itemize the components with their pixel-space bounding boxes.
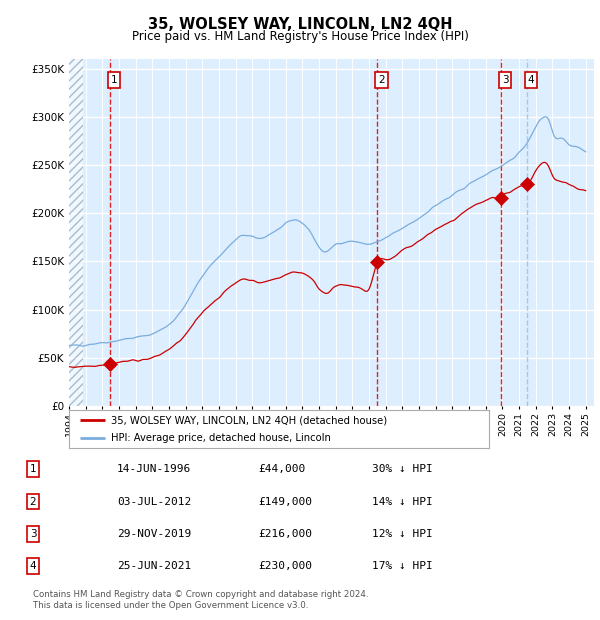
Text: 29-NOV-2019: 29-NOV-2019 [117, 529, 191, 539]
Text: HPI: Average price, detached house, Lincoln: HPI: Average price, detached house, Linc… [111, 433, 331, 443]
Text: 35, WOLSEY WAY, LINCOLN, LN2 4QH: 35, WOLSEY WAY, LINCOLN, LN2 4QH [148, 17, 452, 32]
Text: £216,000: £216,000 [258, 529, 312, 539]
Text: 25-JUN-2021: 25-JUN-2021 [117, 561, 191, 571]
Text: 35, WOLSEY WAY, LINCOLN, LN2 4QH (detached house): 35, WOLSEY WAY, LINCOLN, LN2 4QH (detach… [111, 415, 387, 425]
Text: This data is licensed under the Open Government Licence v3.0.: This data is licensed under the Open Gov… [33, 601, 308, 611]
Text: 14-JUN-1996: 14-JUN-1996 [117, 464, 191, 474]
Text: 14% ↓ HPI: 14% ↓ HPI [372, 497, 433, 507]
Text: 1: 1 [111, 75, 118, 85]
Text: 03-JUL-2012: 03-JUL-2012 [117, 497, 191, 507]
Text: 3: 3 [502, 75, 508, 85]
Text: 12% ↓ HPI: 12% ↓ HPI [372, 529, 433, 539]
Text: Price paid vs. HM Land Registry's House Price Index (HPI): Price paid vs. HM Land Registry's House … [131, 30, 469, 43]
Text: 3: 3 [29, 529, 37, 539]
Text: 2: 2 [378, 75, 385, 85]
Text: £149,000: £149,000 [258, 497, 312, 507]
Text: £44,000: £44,000 [258, 464, 305, 474]
Text: 17% ↓ HPI: 17% ↓ HPI [372, 561, 433, 571]
Text: 30% ↓ HPI: 30% ↓ HPI [372, 464, 433, 474]
Text: 2: 2 [29, 497, 37, 507]
Text: 4: 4 [528, 75, 535, 85]
Text: Contains HM Land Registry data © Crown copyright and database right 2024.: Contains HM Land Registry data © Crown c… [33, 590, 368, 600]
Text: £230,000: £230,000 [258, 561, 312, 571]
Text: 1: 1 [29, 464, 37, 474]
Text: 4: 4 [29, 561, 37, 571]
